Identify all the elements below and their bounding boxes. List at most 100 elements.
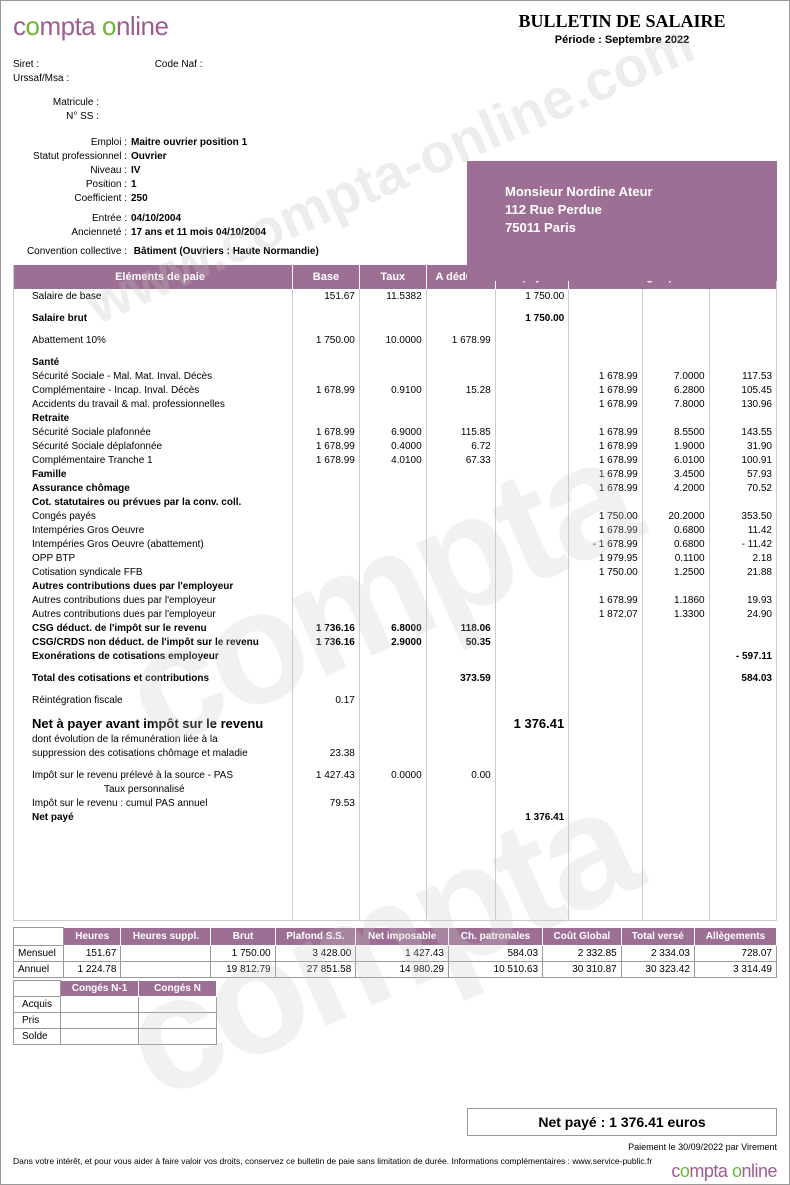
sum-h-4: Net imposable bbox=[356, 927, 449, 945]
matricule-label: Matricule : bbox=[13, 96, 103, 110]
pay-row: Accidents du travail & mal. professionne… bbox=[14, 397, 776, 411]
pay-row: Autres contributions dues par l'employeu… bbox=[14, 593, 776, 607]
conges-h1: Congés N-1 bbox=[61, 980, 139, 996]
summary-table: Heures Heures suppl. Brut Plafond S.S. N… bbox=[13, 927, 777, 978]
period: Période : Septembre 2022 bbox=[467, 34, 777, 46]
doc-title: BULLETIN DE SALAIRE bbox=[467, 11, 777, 32]
col-base: Base bbox=[293, 265, 360, 289]
pay-row: Congés payés1 750.0020.2000353.50 bbox=[14, 509, 776, 523]
summary-annuel-row: Annuel 1 224.78 19 812.79 27 851.58 14 9… bbox=[14, 961, 777, 977]
statut-value: Ouvrier bbox=[131, 151, 167, 162]
employee-addr2: 75011 Paris bbox=[505, 219, 777, 237]
conges-h2: Congés N bbox=[139, 980, 217, 996]
pay-row: Complémentaire Tranche 11 678.994.010067… bbox=[14, 453, 776, 467]
employee-name: Monsieur Nordine Ateur bbox=[505, 183, 777, 201]
sum-h-0: Heures bbox=[64, 927, 121, 945]
pay-row: Total des cotisations et contributions37… bbox=[14, 671, 776, 685]
pay-row: Cot. statutaires ou prévues par la conv.… bbox=[14, 495, 776, 509]
sum-h-7: Total versé bbox=[621, 927, 694, 945]
pay-row: Retraite bbox=[14, 411, 776, 425]
col-elements: Eléments de paie bbox=[14, 265, 293, 289]
footer-note: Dans votre intérêt, et pour vous aider à… bbox=[13, 1156, 777, 1166]
conges-table: Congés N-1 Congés N Acquis Pris Solde bbox=[13, 980, 217, 1045]
pay-row bbox=[14, 347, 776, 355]
entree-label: Entrée : bbox=[13, 212, 131, 226]
coeff-value: 250 bbox=[131, 193, 148, 204]
conges-solde: Solde bbox=[14, 1028, 61, 1044]
sum-h-8: Allègements bbox=[694, 927, 776, 945]
pay-row: Impôt sur le revenu prélevé à la source … bbox=[14, 768, 776, 782]
entree-value: 04/10/2004 bbox=[131, 213, 181, 224]
pay-row: OPP BTP1 979.950.11002.18 bbox=[14, 551, 776, 565]
convention-label: Convention collective : bbox=[13, 246, 131, 257]
emploi-value: Maitre ouvrier position 1 bbox=[131, 137, 247, 148]
conges-acquis: Acquis bbox=[14, 996, 61, 1012]
pay-row: Santé bbox=[14, 355, 776, 369]
pay-row: Autres contributions dues par l'employeu… bbox=[14, 607, 776, 621]
pay-row: Taux personnalisé bbox=[14, 782, 776, 796]
pay-table: Eléments de paie Base Taux A déduire A p… bbox=[13, 265, 777, 921]
mensuel-label: Mensuel bbox=[14, 945, 64, 961]
pay-row: Cotisation syndicale FFB1 750.001.250021… bbox=[14, 565, 776, 579]
pay-row: Réintégration fiscale0.17 bbox=[14, 693, 776, 707]
conges-pris: Pris bbox=[14, 1012, 61, 1028]
pay-row bbox=[14, 663, 776, 671]
emploi-label: Emploi : bbox=[13, 136, 131, 150]
footer-logo: compta online bbox=[671, 1161, 777, 1182]
company-info: Siret : Code Naf : Urssaf/Msa : bbox=[13, 58, 777, 86]
sum-h-1: Heures suppl. bbox=[121, 927, 211, 945]
pay-row: Exonérations de cotisations employeur- 5… bbox=[14, 649, 776, 663]
siret-label: Siret : bbox=[13, 59, 39, 70]
pay-row: Net payé1 376.41 bbox=[14, 810, 776, 824]
pay-row: Famille1 678.993.450057.93 bbox=[14, 467, 776, 481]
pay-row: suppression des cotisations chômage et m… bbox=[14, 746, 776, 760]
pay-row: Assurance chômage1 678.994.200070.52 bbox=[14, 481, 776, 495]
summary-blank bbox=[14, 927, 64, 945]
sum-h-5: Ch. patronales bbox=[449, 927, 543, 945]
statut-label: Statut professionnel : bbox=[13, 150, 131, 164]
pay-row bbox=[14, 325, 776, 333]
convention-value: Bâtiment (Ouvriers : Haute Normandie) bbox=[134, 246, 319, 257]
title-block: BULLETIN DE SALAIRE Période : Septembre … bbox=[467, 11, 777, 46]
paiement-info: Paiement le 30/09/2022 par Virement bbox=[628, 1142, 777, 1152]
pay-row: dont évolution de la rémunération liée à… bbox=[14, 732, 776, 746]
pay-row bbox=[14, 707, 776, 715]
position-label: Position : bbox=[13, 178, 131, 192]
sum-h-3: Plafond S.S. bbox=[275, 927, 356, 945]
pay-row: Net à payer avant impôt sur le revenu1 3… bbox=[14, 715, 776, 732]
pay-row: Abattement 10%1 750.0010.00001 678.99 bbox=[14, 333, 776, 347]
col-taux: Taux bbox=[359, 265, 426, 289]
pay-row bbox=[14, 760, 776, 768]
identity-info: Matricule : N° SS : bbox=[13, 96, 777, 124]
niveau-label: Niveau : bbox=[13, 164, 131, 178]
sum-h-6: Coût Global bbox=[543, 927, 622, 945]
pay-row bbox=[14, 685, 776, 693]
pay-row: Autres contributions dues par l'employeu… bbox=[14, 579, 776, 593]
net-pay-box: Net payé : 1 376.41 euros bbox=[467, 1108, 777, 1136]
pay-row bbox=[14, 303, 776, 311]
naf-label: Code Naf : bbox=[155, 59, 203, 70]
position-value: 1 bbox=[131, 179, 137, 190]
pay-row: CSG déduct. de l'impôt sur le revenu1 73… bbox=[14, 621, 776, 635]
urssaf-label: Urssaf/Msa : bbox=[13, 73, 69, 84]
pay-row: CSG/CRDS non déduct. de l'impôt sur le r… bbox=[14, 635, 776, 649]
employee-box: Monsieur Nordine Ateur 112 Rue Perdue 75… bbox=[467, 161, 777, 281]
ss-label: N° SS : bbox=[13, 110, 103, 124]
pay-row: Sécurité Sociale plafonnée1 678.996.9000… bbox=[14, 425, 776, 439]
anciennete-label: Ancienneté : bbox=[13, 226, 131, 240]
pay-row: Salaire brut1 750.00 bbox=[14, 311, 776, 325]
pay-row: Complémentaire - Incap. Inval. Décès1 67… bbox=[14, 383, 776, 397]
pay-row: Sécurité Sociale - Mal. Mat. Inval. Décè… bbox=[14, 369, 776, 383]
pay-row: Salaire de base151.6711.53821 750.00 bbox=[14, 289, 776, 303]
employee-addr1: 112 Rue Perdue bbox=[505, 201, 777, 219]
anciennete-value: 17 ans et 11 mois 04/10/2004 bbox=[131, 227, 266, 238]
logo: compta online bbox=[13, 11, 168, 42]
header: compta online BULLETIN DE SALAIRE Périod… bbox=[13, 11, 777, 46]
pay-row: Intempéries Gros Oeuvre (abattement)- 1 … bbox=[14, 537, 776, 551]
niveau-value: IV bbox=[131, 165, 140, 176]
pay-row: Sécurité Sociale déplafonnée1 678.990.40… bbox=[14, 439, 776, 453]
summary-mensuel-row: Mensuel 151.67 1 750.00 3 428.00 1 427.4… bbox=[14, 945, 777, 961]
coeff-label: Coefficient : bbox=[13, 192, 131, 206]
pay-row: Intempéries Gros Oeuvre1 678.990.680011.… bbox=[14, 523, 776, 537]
pay-row: Impôt sur le revenu : cumul PAS annuel79… bbox=[14, 796, 776, 810]
